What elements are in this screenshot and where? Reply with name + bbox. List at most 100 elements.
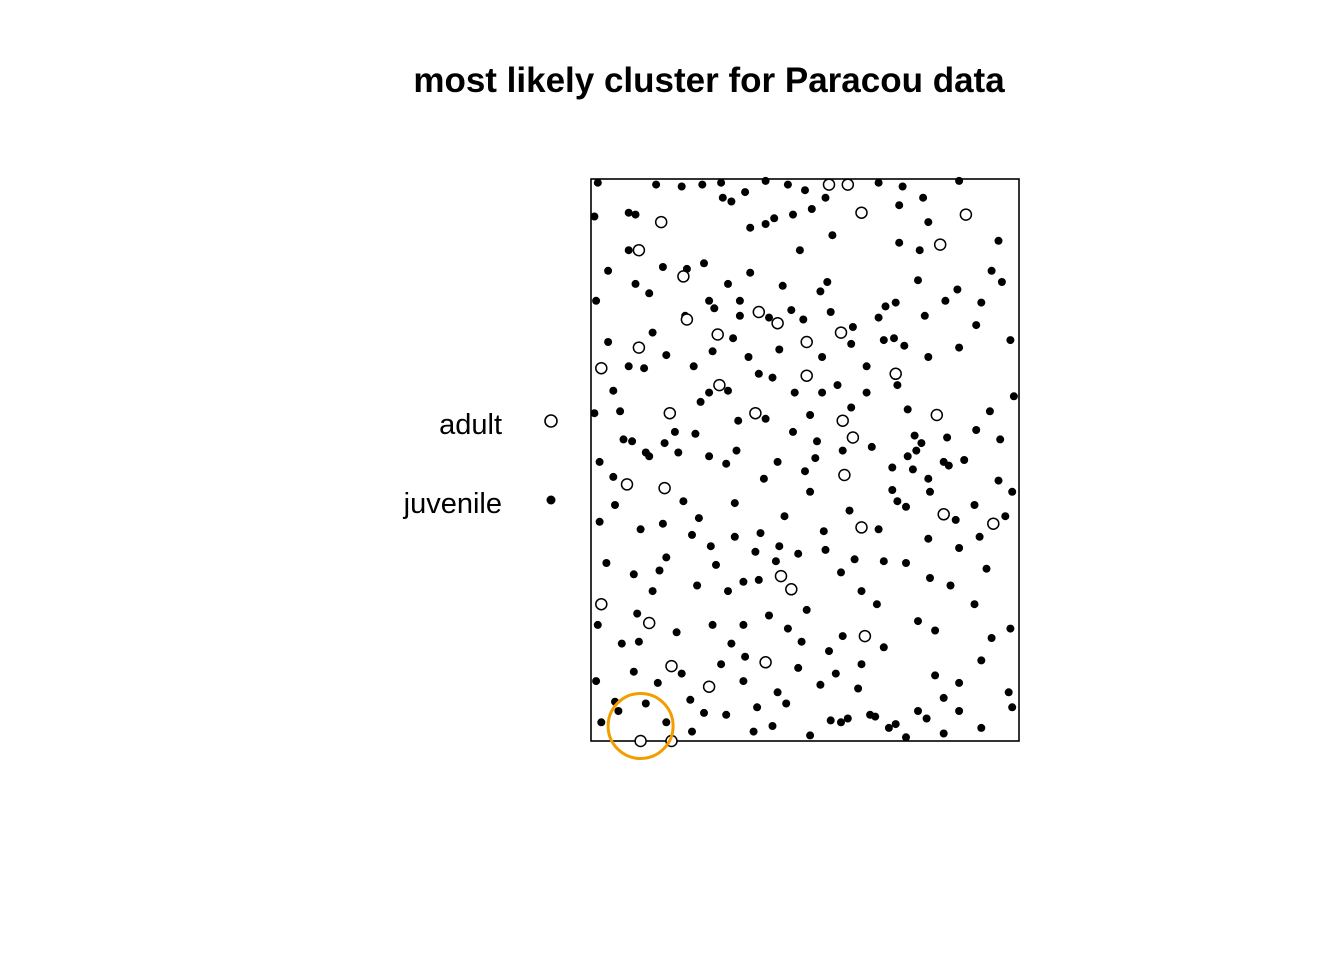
juvenile-point xyxy=(903,405,912,414)
juvenile-point xyxy=(874,178,883,187)
juvenile-point xyxy=(773,457,782,466)
juvenile-point xyxy=(854,684,863,693)
juvenile-point xyxy=(972,426,981,434)
juvenile-point xyxy=(787,306,796,315)
juvenile-point xyxy=(794,549,803,558)
adult-point xyxy=(937,508,950,521)
juvenile-point xyxy=(677,669,686,678)
juvenile-point xyxy=(724,587,732,596)
juvenile-point xyxy=(739,577,748,586)
juvenile-point xyxy=(821,193,830,202)
juvenile-point xyxy=(768,722,777,730)
juvenile-point xyxy=(902,733,910,742)
juvenile-point xyxy=(624,246,633,255)
juvenile-point xyxy=(1001,512,1010,521)
juvenile-point xyxy=(801,186,809,195)
juvenile-point xyxy=(866,710,875,719)
juvenile-point xyxy=(739,677,748,686)
juvenile-point xyxy=(857,660,866,669)
juvenile-point xyxy=(705,388,714,397)
juvenile-point xyxy=(741,188,750,197)
juvenile-point xyxy=(624,362,633,371)
juvenile-point xyxy=(790,388,799,397)
juvenile-point xyxy=(672,628,681,637)
juvenile-point xyxy=(735,311,744,320)
juvenile-point xyxy=(688,530,696,539)
juvenile-point xyxy=(893,381,902,390)
juvenile-point xyxy=(590,212,599,221)
juvenile-point xyxy=(778,281,787,290)
adult-point xyxy=(665,659,678,673)
juvenile-point xyxy=(826,308,835,316)
adult-point xyxy=(959,208,973,221)
juvenile-point xyxy=(982,564,991,573)
juvenile-point xyxy=(970,501,979,509)
juvenile-point xyxy=(919,193,928,202)
adult-point xyxy=(677,270,690,283)
juvenile-point xyxy=(1008,703,1017,712)
juvenile-point xyxy=(931,626,940,635)
juvenile-point xyxy=(941,296,950,305)
juvenile-point xyxy=(609,472,618,481)
juvenile-point xyxy=(862,388,871,397)
juvenile-point xyxy=(924,474,933,483)
juvenile-point xyxy=(753,703,762,712)
juvenile-point xyxy=(818,353,827,361)
juvenile-point xyxy=(735,296,744,305)
juvenile-point xyxy=(768,373,777,382)
juvenile-point xyxy=(655,566,664,575)
juvenile-point xyxy=(730,532,739,541)
juvenile-point xyxy=(806,411,815,419)
juvenile-point xyxy=(765,313,773,322)
juvenile-point xyxy=(794,663,803,672)
juvenile-point xyxy=(833,381,842,390)
juvenile-point xyxy=(837,718,845,727)
juvenile-point xyxy=(977,298,986,307)
juvenile-point xyxy=(891,298,900,307)
juvenile-point xyxy=(828,231,837,240)
juvenile-point xyxy=(700,708,708,717)
juvenile-point xyxy=(987,266,996,275)
juvenile-point xyxy=(708,620,717,629)
juvenile-point xyxy=(891,720,900,729)
juvenile-point xyxy=(693,581,702,590)
juvenile-point xyxy=(710,304,719,313)
juvenile-point xyxy=(705,296,714,305)
adult-point xyxy=(749,406,762,420)
juvenile-point xyxy=(611,501,619,509)
juvenile-point xyxy=(677,182,686,191)
juvenile-point xyxy=(939,729,948,738)
juvenile-point xyxy=(806,731,815,740)
juvenile-point xyxy=(609,386,618,395)
juvenile-point xyxy=(754,369,763,378)
juvenile-point xyxy=(837,568,845,577)
juvenile-point xyxy=(847,339,856,348)
juvenile-point xyxy=(825,647,833,656)
juvenile-point xyxy=(662,553,671,562)
juvenile-point xyxy=(593,178,602,187)
adult-point xyxy=(658,481,671,495)
juvenile-point xyxy=(761,414,770,423)
juvenile-point xyxy=(994,236,1003,245)
juvenile-point xyxy=(648,587,657,596)
juvenile-point xyxy=(831,669,840,678)
juvenile-point xyxy=(688,727,696,736)
juvenile-point xyxy=(1006,624,1015,633)
juvenile-point xyxy=(592,296,601,305)
juvenile-point xyxy=(924,218,933,227)
adult-point xyxy=(759,656,772,669)
juvenile-point xyxy=(602,559,611,567)
juvenile-point xyxy=(727,639,736,648)
juvenile-point xyxy=(595,457,604,466)
adult-point xyxy=(595,597,608,611)
juvenile-point xyxy=(900,341,909,350)
juvenile-point xyxy=(823,278,832,286)
juvenile-point xyxy=(795,246,804,255)
juvenile-point xyxy=(727,197,736,206)
juvenile-point xyxy=(590,409,599,418)
juvenile-point xyxy=(604,338,613,346)
juvenile-point xyxy=(946,581,955,590)
adult-point xyxy=(752,305,766,319)
juvenile-point xyxy=(595,517,604,526)
juvenile-point xyxy=(789,427,797,436)
